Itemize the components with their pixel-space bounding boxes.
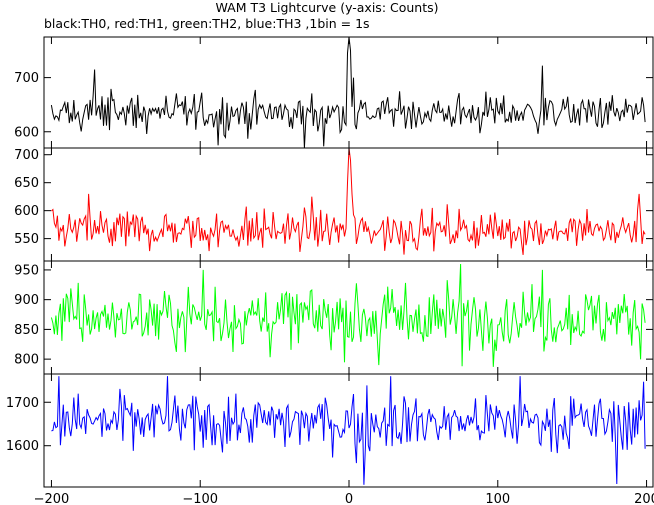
y-tick-label: 550 <box>14 232 39 247</box>
chart-subtitle: black:TH0, red:TH1, green:TH2, blue:TH3 … <box>44 16 370 31</box>
x-tick-label: −200 <box>34 492 70 505</box>
x-tick-label: −100 <box>182 492 218 505</box>
panel-frame <box>43 36 654 149</box>
y-tick-label: 1700 <box>6 396 39 411</box>
panel-th0: 600 700 <box>14 36 654 149</box>
y-tick-label: 700 <box>14 148 39 163</box>
series-line-th1 <box>51 148 646 255</box>
panel-th3: 1600 1700 <box>6 373 654 488</box>
y-tick-label: 900 <box>14 293 39 308</box>
x-tick-label: 0 <box>345 492 353 505</box>
y-tick-label: 950 <box>14 263 39 278</box>
panel-th2: 800 850 900 950 <box>14 260 654 375</box>
panels-group: 600 700 550 600 650 700 800 850 900 950 1600 1700 <box>6 36 654 488</box>
panel-frame <box>43 260 654 375</box>
y-tick-label: 800 <box>14 353 39 368</box>
series-line-th3 <box>51 376 646 485</box>
y-tick-label: 650 <box>14 176 39 191</box>
y-tick-label: 600 <box>14 125 39 140</box>
y-tick-label: 700 <box>14 71 39 86</box>
chart-title: WAM T3 Lightcurve (y-axis: Counts) <box>215 0 438 15</box>
x-tick-label: 100 <box>485 492 510 505</box>
series-line-th2 <box>50 263 646 367</box>
x-axis: −200 −100 0 100 200 <box>34 492 654 505</box>
x-tick-label: 200 <box>634 492 654 505</box>
panel-th1: 550 600 650 700 <box>14 147 654 262</box>
series-line-th0 <box>50 37 646 148</box>
panel-frame <box>43 373 654 488</box>
y-tick-label: 850 <box>14 323 39 338</box>
y-tick-label: 1600 <box>6 439 39 454</box>
y-tick-label: 600 <box>14 204 39 219</box>
